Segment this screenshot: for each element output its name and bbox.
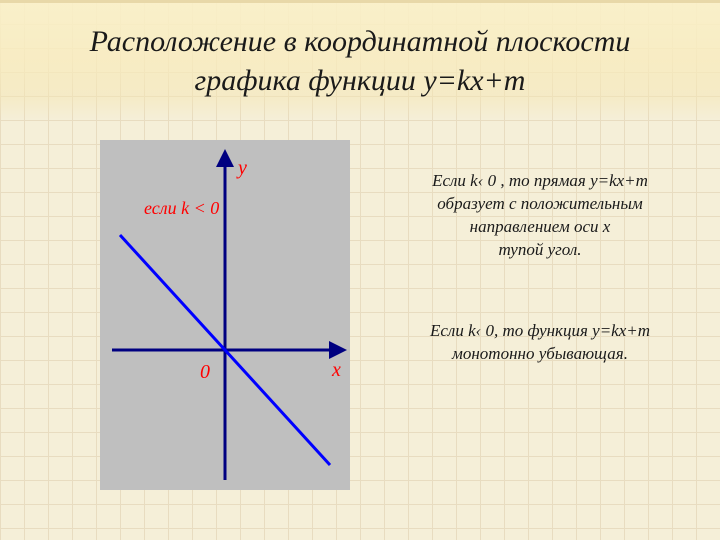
para1-l3: направлением оси x [470, 217, 611, 236]
paragraph-2: Если k‹ 0, то функция y=kx+m монотонно у… [400, 320, 680, 366]
para2-l2: монотонно убывающая. [452, 344, 628, 363]
para1-l4: тупой угол. [498, 240, 581, 259]
svg-text:если k < 0: если k < 0 [144, 198, 219, 218]
svg-text:0: 0 [200, 361, 210, 383]
title-line-1: Расположение в координатной плоскости [90, 25, 631, 58]
slide-title: Расположение в координатной плоскости гр… [0, 22, 720, 100]
svg-text:y: y [236, 157, 247, 179]
graph-svg: y x 0 если k < 0 [100, 140, 350, 490]
para1-l1: Если k‹ 0 , то прямая y=kx+m [432, 171, 648, 190]
title-line-2: графика функции y=kx+m [195, 64, 526, 97]
graph-panel: y x 0 если k < 0 [100, 140, 350, 490]
svg-text:x: x [331, 359, 341, 381]
para1-l2: образует с положительным [437, 194, 642, 213]
para2-l1: Если k‹ 0, то функция y=kx+m [430, 321, 650, 340]
paragraph-1: Если k‹ 0 , то прямая y=kx+m образует с … [400, 170, 680, 262]
